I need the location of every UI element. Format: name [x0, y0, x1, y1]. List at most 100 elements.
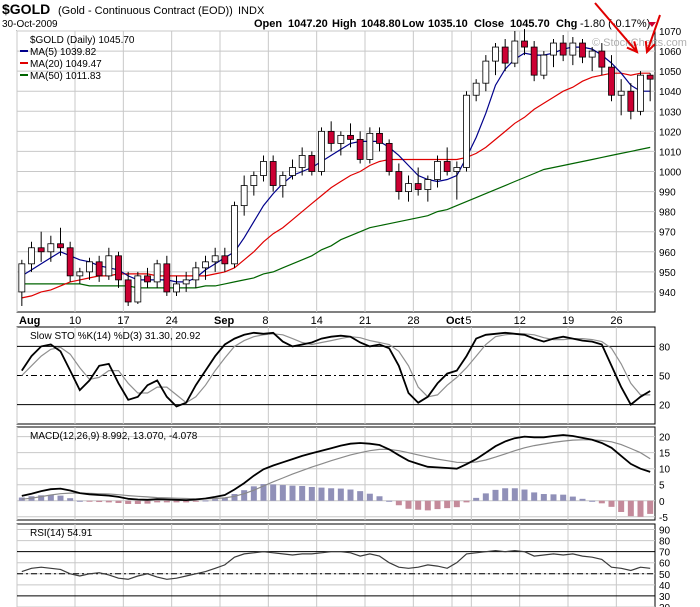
macd-histogram-bar: [270, 484, 277, 501]
candle-up: [569, 42, 577, 56]
down-triangle-icon: [648, 22, 656, 27]
candle-up: [424, 179, 432, 190]
price-panel-y-tick-label: 1070: [659, 27, 682, 38]
candle-up: [192, 267, 200, 281]
x-tick-label: Oct: [446, 315, 465, 327]
macd-panel-y-tick-label: 15: [659, 449, 671, 460]
x-tick-label: 19: [562, 315, 574, 327]
macd-histogram-bar: [337, 488, 344, 501]
price-panel-legend-0: $GOLD (Daily) 1045.70: [30, 35, 135, 46]
candle-down: [163, 263, 171, 293]
candle-down: [646, 74, 654, 80]
candle-down: [579, 42, 586, 58]
candle-up: [318, 130, 325, 172]
macd-histogram-bar: [279, 485, 286, 501]
candle-down: [385, 142, 393, 172]
macd-histogram-bar: [183, 500, 190, 503]
macd-histogram-bar: [395, 500, 402, 506]
macd-histogram-bar: [299, 486, 306, 501]
macd-histogram-bar: [347, 489, 354, 501]
ohlc-readout: Open 1047.20 High 1048.80 Low 1035.10 Cl…: [254, 18, 656, 30]
macd-histogram-bar: [115, 500, 122, 504]
x-tick-label: 8: [262, 315, 268, 327]
candle-down: [115, 255, 122, 281]
macd-histogram-bar: [173, 500, 180, 503]
rsi-y-tick-label: 60: [659, 559, 671, 570]
price-panel-legend-1: MA(5) 1039.82: [30, 47, 97, 58]
price-panel-y-tick-label: 950: [659, 268, 676, 279]
macd-histogram-bar: [444, 500, 451, 509]
macd-histogram-bar: [502, 488, 509, 501]
macd-panel-y-tick-label: 10: [659, 465, 671, 476]
candle-up: [76, 271, 84, 277]
candle-down: [559, 42, 567, 56]
x-tick-label: 28: [407, 315, 419, 327]
price-panel-legend-3: MA(50) 1011.83: [30, 71, 101, 82]
candle-up: [298, 155, 306, 168]
x-tick-label: 10: [69, 315, 81, 327]
candle-down: [356, 138, 364, 160]
macd-histogram-bar: [531, 492, 538, 501]
candle-down: [37, 247, 45, 253]
macd-histogram-bar: [125, 500, 132, 504]
candle-up: [211, 255, 219, 263]
price-panel-y-tick-label: 1010: [659, 147, 682, 158]
candle-down: [598, 50, 606, 68]
candle-up: [289, 167, 296, 176]
price-panel-y-tick-label: 1020: [659, 127, 682, 138]
symbol-title: $GOLD: [2, 1, 50, 17]
macd-histogram-bar: [511, 488, 518, 501]
candle-up: [472, 82, 480, 96]
price-panel-y-tick-label: 960: [659, 248, 676, 259]
macd-histogram-bar: [627, 500, 634, 517]
x-tick-label: 5: [465, 315, 471, 327]
candle-down: [124, 279, 132, 303]
sto-panel-legend-0: Slow STO %K(14) %D(3) 31.30, 20.92: [30, 331, 201, 342]
candle-up: [240, 185, 248, 207]
macd-signal-line: [21, 439, 651, 500]
macd-histogram-bar: [57, 495, 64, 501]
candle-up: [279, 175, 287, 186]
sto-d-line: [21, 333, 651, 404]
price-panel-y-tick-label: 1000: [659, 168, 682, 179]
annotation-arrows: [594, 2, 661, 55]
candle-up: [637, 74, 644, 112]
candle-up: [492, 46, 499, 62]
macd-histogram-bar: [482, 493, 489, 501]
macd-histogram-bar: [618, 500, 625, 512]
arrow-shaft: [594, 2, 638, 53]
rsi-panel-legend-0: RSI(14) 54.91: [30, 528, 93, 539]
candle-up: [260, 161, 267, 176]
candle-up: [540, 54, 548, 76]
close-value: 1045.70: [510, 18, 550, 30]
candle-up: [405, 183, 412, 192]
x-tick-label: Aug: [19, 315, 40, 327]
macd-histogram-bar: [434, 500, 441, 510]
low-label: Low: [402, 18, 424, 30]
price-panel-y-tick-label: 1040: [659, 87, 682, 98]
candle-down: [376, 132, 383, 144]
macd-histogram-bar: [289, 485, 296, 501]
macd-panel-y-tick-label: 20: [659, 433, 671, 444]
macd-histogram-bar: [579, 498, 586, 501]
close-label: Close: [474, 18, 504, 30]
candle-down: [308, 155, 316, 172]
candle-up: [588, 50, 596, 58]
macd-histogram-bar: [415, 500, 422, 510]
candle-up: [231, 205, 238, 265]
macd-histogram-bar: [569, 496, 576, 501]
macd-histogram-bar: [386, 500, 393, 502]
candle-down: [395, 171, 403, 192]
macd-line: [21, 434, 651, 502]
sto-k-line: [21, 331, 651, 408]
macd-histogram-bar: [550, 494, 557, 501]
candle-down: [221, 255, 229, 265]
macd-histogram-bar: [357, 491, 364, 501]
high-value: 1048.80: [361, 18, 401, 30]
candle-up: [18, 263, 26, 293]
candle-down: [269, 161, 277, 186]
watermark: © StockCharts.com: [592, 37, 687, 49]
macd-histogram-bar: [192, 500, 199, 502]
macd-histogram-bar: [318, 487, 325, 501]
macd-histogram-bar: [328, 488, 335, 501]
